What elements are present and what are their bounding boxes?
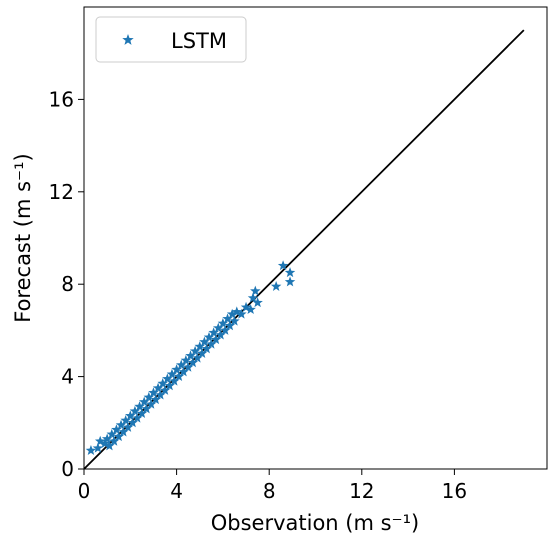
y-tick-label: 16 [49,87,74,111]
y-tick-label: 8 [61,272,74,296]
data-point [118,426,129,437]
data-point [176,359,187,370]
data-point [229,315,240,326]
data-point [247,292,259,303]
reference-line-1to1 [84,29,525,469]
data-point [210,334,222,345]
data-point [240,301,252,312]
data-point [185,350,196,361]
data-point [106,428,118,439]
data-point [138,396,150,407]
data-point [134,401,145,412]
plot-area-frame [83,6,548,470]
x-tick-label: 8 [263,479,276,503]
data-point [192,352,203,363]
data-point [236,308,247,319]
data-point [108,435,120,446]
data-point [132,412,143,423]
data-point [187,357,199,368]
y-tick-label: 0 [61,457,74,481]
legend-box [95,16,247,63]
data-point [129,405,141,416]
data-point [169,375,180,386]
data-point [171,364,182,375]
data-point [219,324,231,335]
data-point [173,371,185,382]
data-point [199,336,210,347]
data-point [148,387,159,398]
data-point [143,391,155,402]
data-point [115,419,127,430]
legend-label-lstm: LSTM [171,29,227,53]
x-axis-label: Observation (m s⁻¹) [211,511,420,535]
data-point [180,354,192,365]
data-point [182,361,194,372]
data-point [122,421,134,432]
data-point [85,445,97,455]
data-point [178,366,189,377]
data-point [196,348,208,358]
data-point [194,341,205,352]
data-point [222,313,233,324]
data-point [217,317,229,328]
data-point [231,306,243,317]
data-point [127,417,138,428]
data-point [92,442,104,453]
data-point [101,433,113,444]
y-axis-label: Forecast (m s⁻¹) [11,153,35,323]
data-point [208,327,219,338]
data-point [213,322,224,333]
data-point [252,297,263,308]
data-point [284,267,296,278]
data-point [203,331,215,342]
data-point [189,345,201,356]
data-point [94,435,106,446]
data-point [104,440,115,451]
data-point [226,308,238,319]
data-point [206,338,217,349]
data-point [157,378,168,388]
data-point [120,414,131,425]
data-point [245,304,256,315]
x-tick-label: 0 [78,479,91,503]
legend-marker-star-icon [122,34,134,45]
y-tick-label: 12 [49,180,74,204]
x-tick-label: 12 [349,479,374,503]
data-point [162,373,173,384]
data-point [284,276,296,287]
data-point [141,403,152,414]
data-point [145,398,157,409]
data-point [201,343,212,354]
data-point [164,380,175,391]
legend: LSTM [95,16,247,63]
data-point [250,285,261,296]
data-point [166,368,178,379]
data-point [215,329,226,340]
data-point [152,382,164,393]
data-point [224,320,236,331]
x-tick-label: 4 [170,479,183,503]
x-tick-label: 16 [442,479,467,503]
data-point [159,384,171,395]
y-tick-label: 4 [61,365,74,389]
data-point [277,260,289,271]
data-point [113,431,124,442]
data-point [111,424,122,435]
data-point [270,281,282,291]
data-point [150,394,161,405]
data-point [136,408,148,419]
data-point [125,410,136,421]
data-point [155,389,166,400]
data-point [99,438,111,449]
